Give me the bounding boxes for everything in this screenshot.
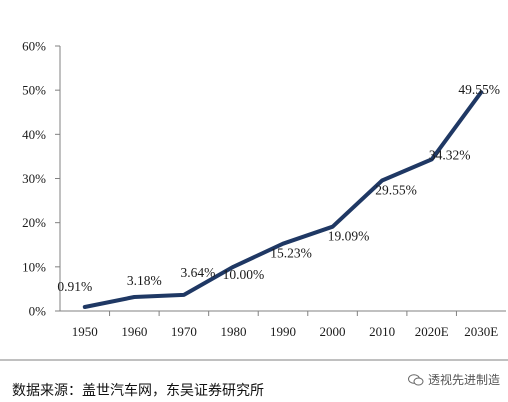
watermark: 透视先进制造 (407, 371, 500, 388)
data-label: 29.55% (375, 182, 417, 197)
data-label: 15.23% (270, 246, 312, 261)
data-label: 3.64% (180, 265, 215, 280)
y-tick-label: 60% (22, 39, 46, 54)
x-tick-label: 2000 (320, 324, 346, 339)
x-tick-label: 2010 (369, 324, 395, 339)
y-axis-ticks: 0% 10% 20% 30% 40% 50% 60% (22, 39, 60, 319)
data-label: 3.18% (127, 273, 162, 288)
x-axis-ticks: 1950 1960 1970 1980 1990 2000 2010 2020E 2030E (72, 311, 498, 339)
x-tick-label: 1960 (121, 324, 147, 339)
y-tick-label: 20% (22, 215, 46, 230)
x-tick-label: 1980 (220, 324, 246, 339)
series-layer (82, 90, 484, 309)
data-label: 10.00% (223, 267, 265, 282)
data-label: 0.91% (57, 279, 92, 294)
data-label: 49.55% (458, 82, 500, 97)
y-tick-label: 10% (22, 259, 46, 274)
data-labels: 0.91% 3.18% 3.64% 10.00% 15.23% 19.09% 29.55% 3… (57, 82, 500, 294)
source-note: 数据来源：盖世汽车网，东吴证券研究所 (12, 383, 264, 399)
chart-axes (0, 46, 508, 361)
y-tick-label: 50% (22, 83, 46, 98)
data-label: 34.32% (429, 147, 471, 162)
x-tick-label: 1990 (270, 324, 296, 339)
x-tick-label: 2020E (415, 324, 449, 339)
x-tick-label: 1950 (72, 324, 98, 339)
data-label: 19.09% (328, 229, 370, 244)
y-tick-label: 40% (22, 127, 46, 142)
y-tick-label: 30% (22, 171, 46, 186)
x-tick-label: 1970 (171, 324, 197, 339)
series-line (82, 90, 484, 309)
wechat-icon (407, 373, 424, 385)
watermark-text: 透视先进制造 (427, 373, 500, 387)
y-tick-label: 0% (29, 304, 47, 319)
x-tick-label: 2030E (464, 324, 498, 339)
